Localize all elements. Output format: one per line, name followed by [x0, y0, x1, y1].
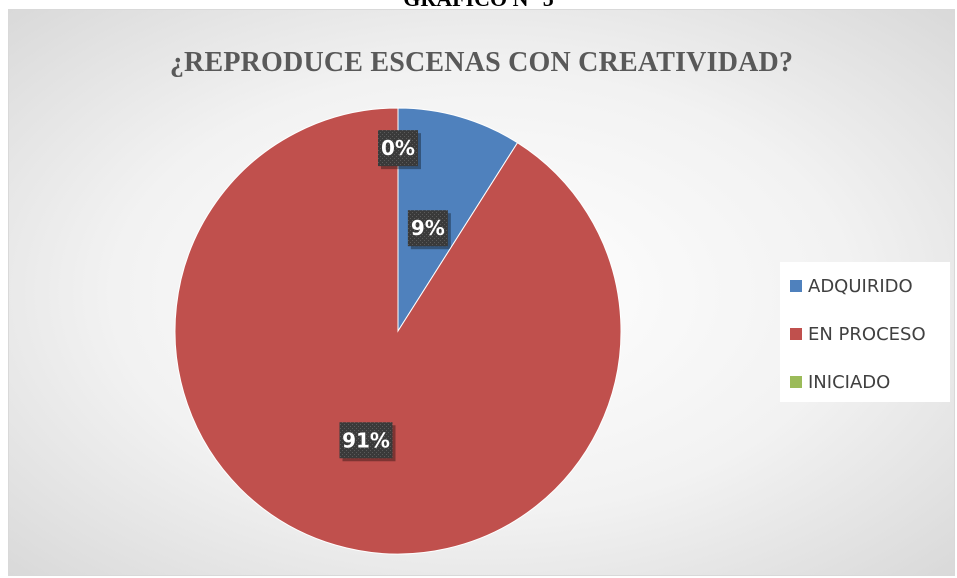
data-label-iniciado: 0%	[378, 130, 421, 170]
legend-swatch	[790, 328, 802, 340]
pie-slice-en-proceso	[174, 107, 622, 555]
legend-label: INICIADO	[808, 371, 891, 393]
legend-item-iniciado: INICIADO	[780, 358, 950, 406]
pie-slice-adquirido	[397, 107, 519, 333]
legend-label: EN PROCESO	[808, 323, 926, 345]
chart-legend: ADQUIRIDO EN PROCESO INICIADO	[780, 262, 950, 402]
data-label-text: 9%	[411, 216, 445, 240]
legend-item-en-proceso: EN PROCESO	[780, 310, 950, 358]
legend-swatch	[790, 376, 802, 388]
legend-item-adquirido: ADQUIRIDO	[780, 262, 950, 310]
chart-title: ¿REPRODUCE ESCENAS CON CREATIVIDAD?	[169, 47, 794, 78]
legend-label: ADQUIRIDO	[808, 275, 913, 297]
data-label-text: 0%	[381, 136, 415, 160]
data-label-adquirido: 9%	[407, 210, 451, 250]
data-label-text: 91%	[342, 428, 390, 452]
legend-swatch	[790, 280, 802, 292]
page-header: GRÁFICO N° 5	[0, 0, 957, 12]
data-label-en-proceso: 91%	[339, 422, 396, 462]
